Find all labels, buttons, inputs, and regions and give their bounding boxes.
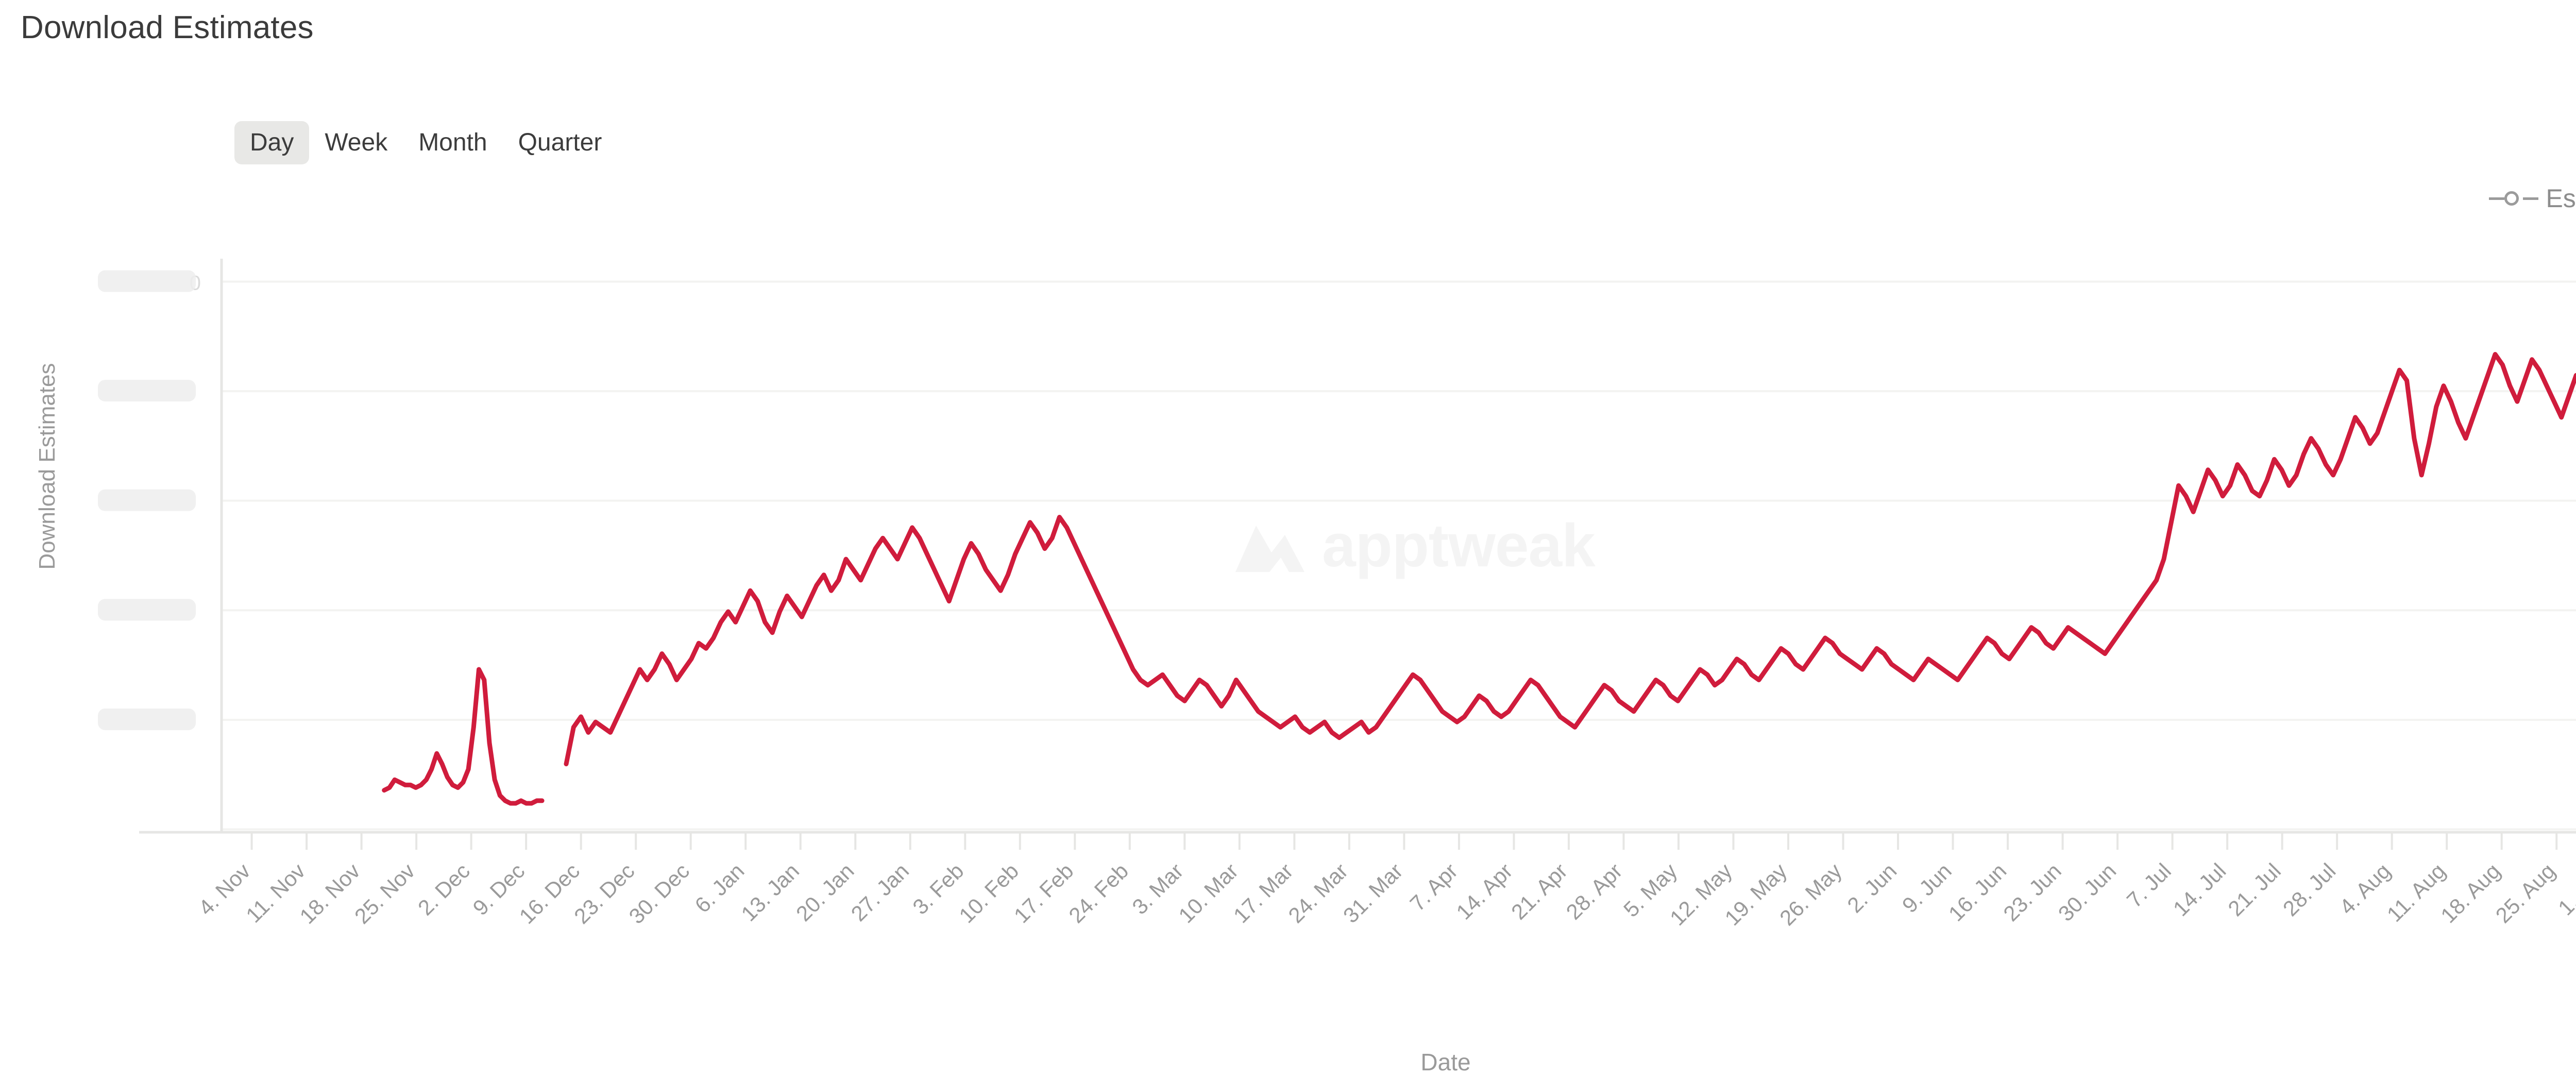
tab-day[interactable]: Day — [234, 121, 310, 164]
x-axis-tick-label: 7. Jul — [2122, 859, 2176, 912]
tab-week[interactable]: Week — [325, 129, 388, 156]
y-axis-title: Download Estimates — [35, 363, 60, 570]
hollow-circle-marker-icon — [2489, 187, 2539, 210]
y-axis-tick-labels: 0 — [98, 270, 201, 730]
tab-month[interactable]: Month — [418, 129, 487, 156]
x-axis-tick-label: 24. Mar — [1283, 859, 1352, 928]
x-axis-tick-label: 23. Jun — [1998, 859, 2066, 926]
x-axis-tick-label: 14. Apr — [1451, 859, 1517, 924]
x-axis-tick-label: 11. Aug — [2382, 859, 2450, 927]
x-axis-tick-label: 26. May — [1775, 859, 1846, 930]
y-axis-tick-label-redacted — [98, 708, 196, 730]
x-axis-tick-label: 28. Jul — [2278, 859, 2341, 921]
x-axis-tick-label: 18. Aug — [2436, 859, 2505, 928]
x-axis-tick-label: 31. Mar — [1338, 859, 1408, 928]
granularity-tab-group: Day Week Month Quarter — [234, 121, 617, 164]
x-axis-tick-label: 17. Mar — [1229, 859, 1298, 928]
x-axis-tick-label: 20. Jan — [791, 859, 859, 926]
x-axis-tick-marks — [250, 832, 2558, 850]
legend-label-estimates: Estimates — [2546, 184, 2576, 213]
x-axis-tick-label: 21. Apr — [1506, 859, 1572, 924]
x-axis-tick-label: 10. Feb — [954, 859, 1023, 928]
series-estimates-line[interactable] — [382, 352, 2576, 806]
y-axis-tick-label-redacted — [98, 599, 196, 621]
x-axis-tick-label: 21. Jul — [2223, 859, 2285, 921]
x-axis-tick-label: 10. Mar — [1174, 859, 1243, 928]
x-axis-tick-label: 14. Jul — [2168, 859, 2231, 921]
x-axis-tick-label: 27. Jan — [846, 859, 913, 926]
x-axis-tick-label: 25. Nov — [350, 859, 420, 929]
x-axis-title: Date — [1420, 1049, 1471, 1075]
x-axis-tick-label: 23. Dec — [569, 859, 639, 929]
y-axis-tick-label-redacted — [98, 270, 196, 292]
x-axis-tick-label: 11. Nov — [241, 859, 310, 927]
x-axis-tick-label: 13. Jan — [736, 859, 804, 926]
x-axis-tick-label: 16. Jun — [1944, 859, 2011, 926]
series-line-segment-0[interactable] — [382, 667, 545, 806]
x-axis-tick-label: 28. Apr — [1561, 859, 1626, 924]
gridlines — [222, 280, 2576, 831]
download-estimates-chart-card: Day Week Month Quarter Estimates Real da… — [0, 57, 2576, 1075]
x-axis-tick-label: 30. Jun — [2054, 859, 2121, 926]
x-axis-tick-label: 2. Jun — [1842, 859, 1901, 917]
x-axis-tick-label: 30. Dec — [624, 859, 694, 929]
chart-legend: Estimates Real data — [2489, 180, 2576, 216]
axis-lines — [139, 259, 2576, 834]
x-axis-tick-label: 16. Dec — [514, 859, 584, 929]
y-axis-tick-label-redacted — [98, 489, 196, 511]
series-line-segment-1[interactable] — [564, 352, 2576, 766]
x-axis-tick-label: 24. Feb — [1064, 859, 1133, 928]
page-title: Download Estimates — [21, 10, 314, 45]
y-axis-tick-label-redacted — [98, 380, 196, 402]
tab-quarter[interactable]: Quarter — [518, 129, 602, 156]
x-axis-tick-label: 17. Feb — [1009, 859, 1078, 928]
x-axis-tick-label: 2. Dec — [413, 859, 474, 920]
x-axis-tick-label: 25. Aug — [2491, 859, 2560, 928]
x-axis-tick-label: 18. Nov — [295, 859, 365, 929]
legend-item-estimates[interactable]: Estimates — [2489, 186, 2576, 211]
x-axis-tick-label: 1. Sep — [2553, 859, 2576, 920]
